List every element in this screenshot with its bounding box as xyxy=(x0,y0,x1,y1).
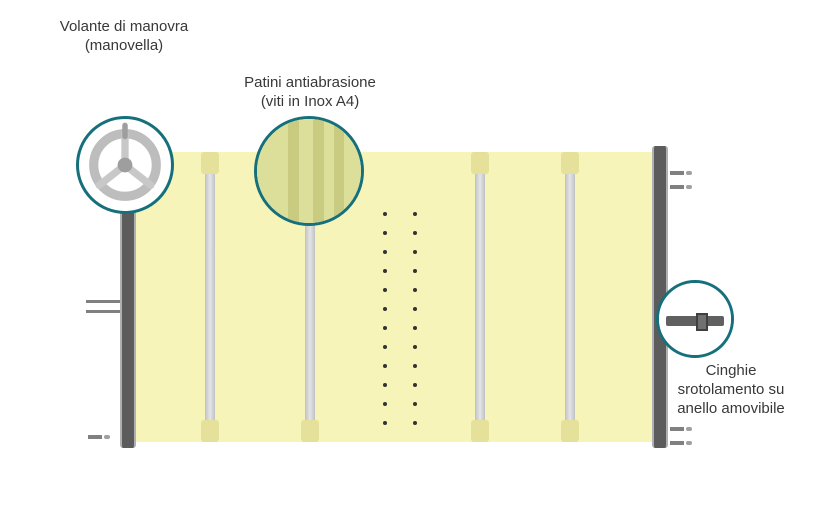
drain-dot xyxy=(383,345,387,349)
label-patini-line: Patini antiabrasione xyxy=(200,74,420,93)
slat-0 xyxy=(205,154,215,440)
strap-left-1 xyxy=(86,310,120,313)
drain-dot xyxy=(383,269,387,273)
slat-3 xyxy=(565,154,575,440)
drain-dot xyxy=(413,364,417,368)
slat-pad-bot-1 xyxy=(301,420,319,442)
strap-left-0 xyxy=(86,300,120,303)
diagram-root: Volante di manovra(manovella) Patini anti… xyxy=(0,0,820,515)
label-cinghie-line: Cinghie xyxy=(656,362,806,381)
drain-dot xyxy=(413,383,417,387)
label-patini-line: (viti in Inox A4) xyxy=(200,93,420,112)
label-cinghie: Cinghiesrotolamento suanello amovibile xyxy=(656,362,806,418)
drain-dot xyxy=(413,288,417,292)
drain-dot xyxy=(383,364,387,368)
slat-pad-top-2 xyxy=(471,152,489,174)
label-volante-line: Volante di manovra xyxy=(24,18,224,37)
drain-dot xyxy=(383,402,387,406)
drain-dot xyxy=(413,307,417,311)
drain-dot xyxy=(413,212,417,216)
strap-buckle-5 xyxy=(88,426,110,444)
drain-dot xyxy=(413,231,417,235)
label-volante: Volante di manovra(manovella) xyxy=(24,18,224,56)
label-cinghie-line: srotolamento su xyxy=(656,381,806,400)
drain-dot xyxy=(383,421,387,425)
drain-dot xyxy=(383,307,387,311)
label-patini: Patini antiabrasione(viti in Inox A4) xyxy=(200,74,420,112)
drain-dot xyxy=(413,345,417,349)
drain-dot xyxy=(383,383,387,387)
label-volante-line: (manovella) xyxy=(24,37,224,56)
drain-dot xyxy=(413,269,417,273)
drain-dot xyxy=(383,288,387,292)
drain-dot xyxy=(413,250,417,254)
callout-patini xyxy=(254,116,364,226)
label-cinghie-line: anello amovibile xyxy=(656,400,806,419)
drain-dot xyxy=(383,212,387,216)
drain-dot xyxy=(413,402,417,406)
slat-pad-top-3 xyxy=(561,152,579,174)
slat-pad-top-0 xyxy=(201,152,219,174)
drain-dot xyxy=(383,231,387,235)
slat-2 xyxy=(475,154,485,440)
slat-pad-bot-3 xyxy=(561,420,579,442)
slat-pad-bot-2 xyxy=(471,420,489,442)
drain-dot xyxy=(413,326,417,330)
callout-strap xyxy=(656,280,734,358)
strap-buckle-1 xyxy=(670,176,692,194)
slat-pad-bot-0 xyxy=(201,420,219,442)
callout-wheel xyxy=(76,116,174,214)
strap-buckle-3 xyxy=(670,432,692,450)
drain-dot xyxy=(413,421,417,425)
drain-dot xyxy=(383,326,387,330)
drain-dot xyxy=(383,250,387,254)
